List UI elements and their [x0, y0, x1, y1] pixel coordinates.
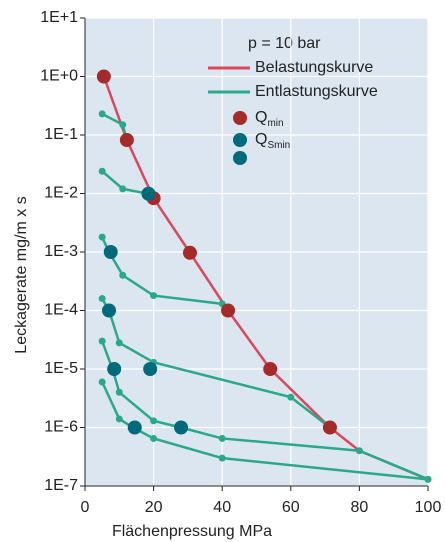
y-tick-label: 1E-5 [44, 360, 78, 377]
legend-label: Entlastungskurve [255, 83, 378, 100]
point [263, 362, 278, 376]
point [143, 362, 158, 376]
vertex-dot [355, 447, 363, 455]
y-tick-label: 1E+0 [40, 68, 78, 85]
x-tick-label: 80 [351, 499, 369, 516]
legend-marker [233, 151, 247, 165]
vertex-dot [150, 417, 158, 425]
y-tick-label: 1E-6 [44, 419, 78, 436]
y-tick-label: 1E+1 [40, 9, 78, 26]
vertex-dot [150, 292, 158, 300]
y-axis-label: Leckagerate mg/m x s [13, 196, 30, 353]
y-tick-label: 1E-4 [44, 302, 78, 319]
vertex-dot [424, 475, 432, 483]
legend-marker [233, 111, 247, 125]
vertex-dot [119, 185, 127, 193]
x-tick-label: 100 [415, 499, 442, 516]
legend-label: Qmin [255, 109, 284, 128]
vertex-dot [115, 339, 123, 347]
legend-label: QSmin [255, 131, 290, 150]
vertex-dot [115, 388, 123, 396]
vertex-dot [98, 233, 106, 241]
vertex-dot [98, 167, 106, 175]
legend-name: Belastungskurve [255, 59, 373, 76]
point [107, 362, 122, 376]
point [221, 303, 236, 318]
point [102, 303, 117, 318]
legend-name: Entlastungskurve [255, 83, 378, 100]
point [119, 133, 134, 148]
y-tick-label: 1E-1 [44, 126, 78, 143]
legend-marker [233, 133, 247, 147]
vertex-dot [287, 393, 295, 401]
point [141, 186, 156, 201]
legend-name: Q [255, 131, 267, 148]
x-tick-label: 60 [282, 499, 300, 516]
y-tick-label: 1E-7 [44, 477, 78, 494]
point [103, 245, 118, 259]
x-tick-label: 20 [145, 499, 163, 516]
y-tick-label: 1E-3 [44, 243, 78, 260]
vertex-dot [98, 337, 106, 345]
legend-label: Belastungskurve [255, 59, 373, 76]
vertex-dot [98, 110, 106, 118]
vertex-dot [98, 295, 106, 303]
vertex-dot [218, 434, 226, 442]
legend-title: p = 10 bar [248, 35, 321, 52]
point [127, 420, 142, 435]
x-tick-label: 40 [213, 499, 231, 516]
legend-subscript: Smin [267, 140, 290, 151]
vertex-dot [98, 378, 106, 386]
legend-subscript: min [267, 118, 283, 129]
point [182, 245, 197, 260]
point [322, 420, 337, 435]
legend-name: Q [255, 109, 267, 126]
vertex-dot [119, 271, 127, 279]
x-axis-label: Flächenpressung MPa [112, 523, 272, 540]
y-tick-label: 1E-2 [44, 185, 78, 202]
point [96, 69, 111, 84]
vertex-dot [150, 434, 158, 442]
vertex-dot [115, 415, 123, 423]
vertex-dot [218, 454, 226, 462]
x-tick-label: 0 [81, 499, 90, 516]
vertex-dot [119, 121, 127, 129]
point [174, 420, 189, 435]
